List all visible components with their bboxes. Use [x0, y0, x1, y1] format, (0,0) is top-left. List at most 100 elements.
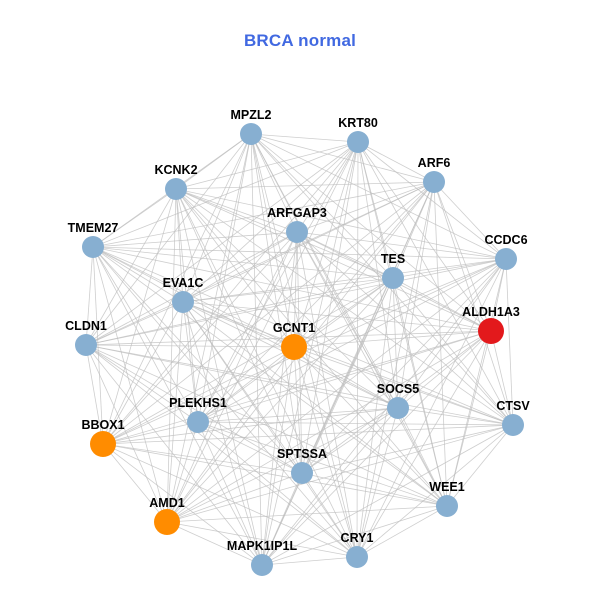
edge-TES-EVA1C: [182, 277, 394, 303]
edge-EVA1C-GCNT1: [182, 301, 295, 348]
edge-EVA1C-PLEKHS1: [182, 301, 199, 423]
edge-GCNT1-CRY1: [293, 346, 358, 558]
node-label-AMD1: AMD1: [149, 496, 184, 510]
edge-KRT80-ARF6: [357, 141, 435, 183]
edge-TES-CTSV: [392, 277, 514, 426]
edge-MPZL2-MAPK1IP1L: [250, 133, 263, 566]
edge-KRT80-KCNK2: [175, 141, 359, 190]
node-label-KCNK2: KCNK2: [154, 163, 197, 177]
edge-EVA1C-AMD1: [166, 301, 184, 523]
node-MAPK1IP1L: [251, 554, 273, 576]
edge-ARFGAP3-TMEM27: [92, 231, 298, 248]
edge-ARF6-ARFGAP3: [296, 181, 435, 233]
edge-KCNK2-ARFGAP3: [175, 188, 298, 233]
edge-KCNK2-WEE1: [175, 188, 448, 507]
edge-MPZL2-PLEKHS1: [197, 133, 252, 423]
edge-KRT80-GCNT1: [293, 141, 359, 348]
edge-TMEM27-ALDH1A3: [92, 246, 492, 332]
edge-PLEKHS1-AMD1: [166, 421, 199, 523]
node-ARF6: [423, 171, 445, 193]
edge-CCDC6-EVA1C: [182, 258, 507, 303]
plot-title: BRCA normal: [243, 31, 357, 50]
edge-MPZL2-KRT80: [250, 133, 359, 143]
edge-SOCS5-AMD1: [166, 407, 399, 523]
node-label-MPZL2: MPZL2: [231, 108, 272, 122]
edge-TMEM27-SPTSSA: [92, 246, 303, 474]
edge-TES-ALDH1A3: [392, 277, 492, 332]
edge-TMEM27-CTSV: [92, 246, 514, 426]
edge-EVA1C-BBOX1: [102, 301, 184, 445]
edge-KRT80-SOCS5: [357, 141, 399, 409]
node-SPTSSA: [291, 462, 313, 484]
edge-PLEKHS1-BBOX1: [102, 421, 199, 445]
edge-ARF6-ALDH1A3: [433, 181, 492, 332]
edge-KCNK2-CTSV: [175, 188, 514, 426]
edge-AMD1-CRY1: [166, 521, 358, 558]
edge-GCNT1-PLEKHS1: [197, 346, 295, 423]
node-label-KRT80: KRT80: [338, 116, 378, 130]
edge-KCNK2-ALDH1A3: [175, 188, 492, 332]
edge-TES-GCNT1: [293, 277, 394, 348]
node-CRY1: [346, 546, 368, 568]
edge-BBOX1-AMD1: [102, 443, 168, 523]
edge-CLDN1-BBOX1: [85, 344, 104, 445]
edge-TMEM27-CCDC6: [92, 246, 507, 260]
node-label-CRY1: CRY1: [341, 531, 374, 545]
edge-CLDN1-GCNT1: [85, 344, 295, 348]
edge-SOCS5-MAPK1IP1L: [261, 407, 399, 566]
edge-SOCS5-WEE1: [397, 407, 448, 507]
edge-ARF6-CCDC6: [433, 181, 507, 260]
node-KRT80: [347, 131, 369, 153]
edge-GCNT1-CTSV: [293, 346, 514, 426]
edge-TMEM27-AMD1: [92, 246, 168, 523]
edge-GCNT1-ALDH1A3: [293, 330, 492, 348]
edge-BBOX1-CRY1: [102, 443, 358, 558]
edge-ARFGAP3-TES: [296, 231, 394, 279]
edge-ARFGAP3-BBOX1: [102, 231, 298, 445]
node-BBOX1: [90, 431, 116, 457]
edge-TMEM27-TES: [92, 246, 394, 279]
edge-SPTSSA-CRY1: [301, 472, 358, 558]
edge-KRT80-PLEKHS1: [197, 141, 359, 423]
node-GCNT1: [281, 334, 307, 360]
edge-CCDC6-WEE1: [446, 258, 507, 507]
edge-ARF6-SOCS5: [397, 181, 435, 409]
edge-ALDH1A3-MAPK1IP1L: [261, 330, 492, 566]
edge-KRT80-SPTSSA: [301, 141, 359, 474]
edge-CCDC6-PLEKHS1: [197, 258, 507, 423]
edge-TMEM27-EVA1C: [92, 246, 184, 303]
edge-TMEM27-GCNT1: [92, 246, 295, 348]
edge-KCNK2-CRY1: [175, 188, 358, 558]
edge-EVA1C-CLDN1: [85, 301, 184, 346]
edge-KRT80-ALDH1A3: [357, 141, 492, 332]
node-MPZL2: [240, 123, 262, 145]
node-PLEKHS1: [187, 411, 209, 433]
edge-MPZL2-CLDN1: [85, 133, 252, 346]
node-label-TES: TES: [381, 252, 405, 266]
edge-MPZL2-WEE1: [250, 133, 448, 507]
edge-EVA1C-ALDH1A3: [182, 301, 492, 332]
edge-ARF6-CLDN1: [85, 181, 435, 346]
edge-GCNT1-BBOX1: [102, 346, 295, 445]
edge-KRT80-CCDC6: [357, 141, 507, 260]
edge-ALDH1A3-CRY1: [356, 330, 492, 558]
node-label-PLEKHS1: PLEKHS1: [169, 396, 227, 410]
edge-ALDH1A3-BBOX1: [102, 330, 492, 445]
edge-MPZL2-ARFGAP3: [250, 133, 298, 233]
edge-BBOX1-MAPK1IP1L: [102, 443, 263, 566]
node-CLDN1: [75, 334, 97, 356]
edge-KRT80-CRY1: [356, 141, 359, 558]
node-label-GCNT1: GCNT1: [273, 321, 315, 335]
edge-PLEKHS1-CTSV: [197, 421, 514, 426]
edge-ARFGAP3-CRY1: [296, 231, 358, 558]
node-label-SOCS5: SOCS5: [377, 382, 419, 396]
edge-ARFGAP3-SOCS5: [296, 231, 399, 409]
edge-CCDC6-TES: [392, 258, 507, 279]
edge-KRT80-EVA1C: [182, 141, 359, 303]
edge-PLEKHS1-CRY1: [197, 421, 358, 558]
edge-GCNT1-SPTSSA: [293, 346, 303, 474]
node-label-CTSV: CTSV: [496, 399, 530, 413]
edge-SPTSSA-WEE1: [301, 472, 448, 507]
edge-CLDN1-SOCS5: [85, 344, 399, 409]
edge-CCDC6-CRY1: [356, 258, 507, 558]
